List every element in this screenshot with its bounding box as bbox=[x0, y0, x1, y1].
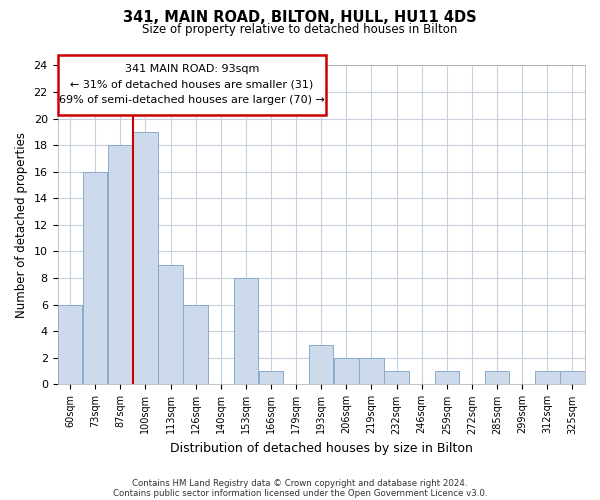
Bar bbox=[184, 304, 208, 384]
Bar bbox=[259, 371, 283, 384]
Bar bbox=[359, 358, 383, 384]
Bar bbox=[58, 304, 82, 384]
Text: Contains public sector information licensed under the Open Government Licence v3: Contains public sector information licen… bbox=[113, 488, 487, 498]
Bar bbox=[535, 371, 560, 384]
Bar bbox=[434, 371, 459, 384]
Bar bbox=[133, 132, 158, 384]
Bar bbox=[309, 344, 334, 385]
Bar bbox=[485, 371, 509, 384]
Bar bbox=[385, 371, 409, 384]
FancyBboxPatch shape bbox=[58, 54, 326, 114]
Bar bbox=[83, 172, 107, 384]
Text: 341 MAIN ROAD: 93sqm
← 31% of detached houses are smaller (31)
69% of semi-detac: 341 MAIN ROAD: 93sqm ← 31% of detached h… bbox=[59, 64, 325, 105]
Text: 341, MAIN ROAD, BILTON, HULL, HU11 4DS: 341, MAIN ROAD, BILTON, HULL, HU11 4DS bbox=[123, 10, 477, 25]
Bar bbox=[560, 371, 584, 384]
Text: Size of property relative to detached houses in Bilton: Size of property relative to detached ho… bbox=[142, 22, 458, 36]
X-axis label: Distribution of detached houses by size in Bilton: Distribution of detached houses by size … bbox=[170, 442, 473, 455]
Bar bbox=[158, 265, 183, 384]
Bar bbox=[108, 145, 133, 384]
Bar bbox=[234, 278, 258, 384]
Y-axis label: Number of detached properties: Number of detached properties bbox=[15, 132, 28, 318]
Text: Contains HM Land Registry data © Crown copyright and database right 2024.: Contains HM Land Registry data © Crown c… bbox=[132, 478, 468, 488]
Bar bbox=[334, 358, 359, 384]
